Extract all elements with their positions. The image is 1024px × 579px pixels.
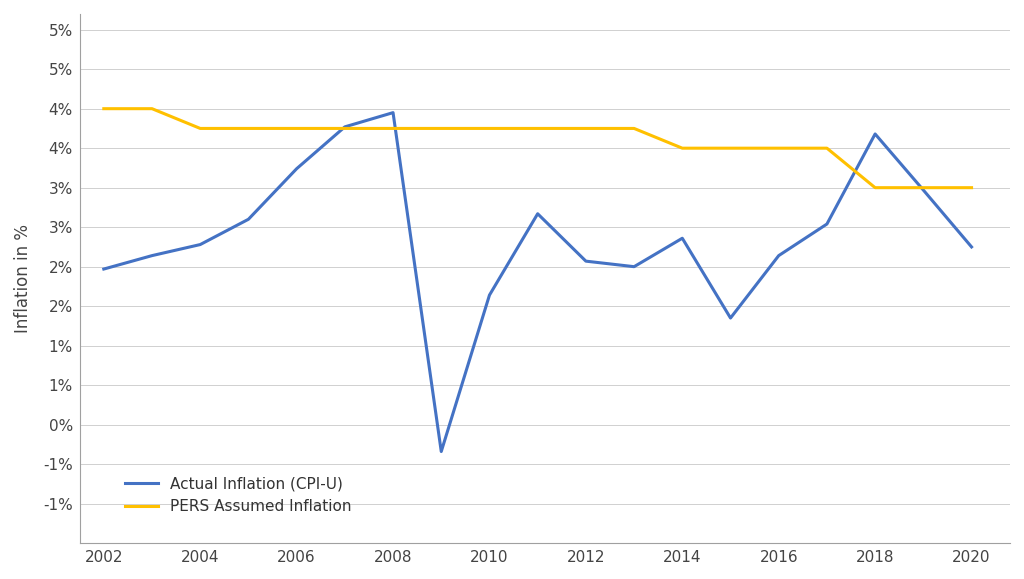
Actual Inflation (CPI-U) xyxy=(243,216,255,223)
PERS Assumed Inflation xyxy=(387,125,399,132)
Actual Inflation (CPI-U) xyxy=(821,221,834,228)
Actual Inflation (CPI-U) xyxy=(628,263,640,270)
PERS Assumed Inflation xyxy=(483,125,496,132)
Actual Inflation (CPI-U) xyxy=(869,130,882,137)
Actual Inflation (CPI-U) xyxy=(97,266,110,273)
PERS Assumed Inflation xyxy=(339,125,351,132)
PERS Assumed Inflation xyxy=(580,125,592,132)
PERS Assumed Inflation xyxy=(724,145,736,152)
PERS Assumed Inflation xyxy=(243,125,255,132)
PERS Assumed Inflation xyxy=(531,125,544,132)
PERS Assumed Inflation xyxy=(821,145,834,152)
PERS Assumed Inflation xyxy=(195,125,207,132)
PERS Assumed Inflation xyxy=(772,145,784,152)
Actual Inflation (CPI-U) xyxy=(483,292,496,299)
Actual Inflation (CPI-U) xyxy=(580,258,592,265)
Actual Inflation (CPI-U) xyxy=(339,123,351,130)
PERS Assumed Inflation xyxy=(435,125,447,132)
PERS Assumed Inflation xyxy=(676,145,688,152)
Actual Inflation (CPI-U) xyxy=(772,252,784,259)
Legend: Actual Inflation (CPI-U), PERS Assumed Inflation: Actual Inflation (CPI-U), PERS Assumed I… xyxy=(125,477,352,514)
Line: Actual Inflation (CPI-U): Actual Inflation (CPI-U) xyxy=(103,113,972,452)
Actual Inflation (CPI-U) xyxy=(291,165,303,172)
PERS Assumed Inflation xyxy=(145,105,158,112)
Y-axis label: Inflation in %: Inflation in % xyxy=(14,224,32,333)
Actual Inflation (CPI-U) xyxy=(918,186,930,193)
PERS Assumed Inflation xyxy=(869,184,882,191)
PERS Assumed Inflation xyxy=(628,125,640,132)
PERS Assumed Inflation xyxy=(966,184,978,191)
Actual Inflation (CPI-U) xyxy=(676,234,688,241)
Actual Inflation (CPI-U) xyxy=(966,243,978,250)
PERS Assumed Inflation xyxy=(918,184,930,191)
Actual Inflation (CPI-U) xyxy=(435,448,447,455)
Actual Inflation (CPI-U) xyxy=(387,109,399,116)
Actual Inflation (CPI-U) xyxy=(195,241,207,248)
PERS Assumed Inflation xyxy=(291,125,303,132)
PERS Assumed Inflation xyxy=(97,105,110,112)
Actual Inflation (CPI-U) xyxy=(724,314,736,321)
Actual Inflation (CPI-U) xyxy=(531,210,544,217)
Line: PERS Assumed Inflation: PERS Assumed Inflation xyxy=(103,109,972,188)
Actual Inflation (CPI-U) xyxy=(145,252,158,259)
